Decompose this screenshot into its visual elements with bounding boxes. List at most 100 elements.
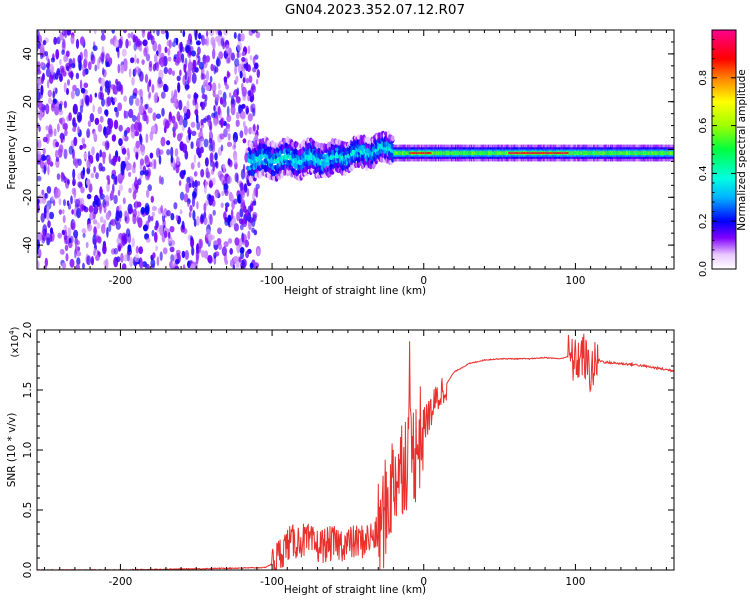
spectrogram-cell [155, 245, 158, 252]
spectrogram-cell [140, 96, 144, 105]
spectrogram-cell [98, 91, 103, 100]
spectrogram-cell [44, 192, 49, 199]
spectrogram-cell [104, 109, 109, 116]
spectrogram-cell [190, 263, 195, 269]
spectrogram-cell [229, 193, 234, 202]
spectrogram-cell [232, 91, 236, 97]
spectrogram-cell [175, 37, 179, 46]
spectrogram-cell [604, 152, 607, 154]
spectrogram-cell [187, 126, 191, 135]
spectrogram-cell [202, 117, 207, 124]
spectrogram-cell [239, 70, 243, 79]
spectrogram-cell [149, 34, 153, 41]
spectrogram-cell [159, 251, 163, 261]
spectrogram-xtick-label: -200 [108, 275, 132, 287]
spectrogram-cell [576, 152, 578, 154]
spectrogram-cell [58, 198, 62, 206]
spectrogram-cell [210, 36, 215, 46]
spectrogram-cell [113, 194, 118, 205]
spectrogram-cell [178, 180, 182, 187]
spectrogram-cell [101, 224, 106, 234]
spectrogram-cell [126, 127, 131, 134]
spectrogram-cell [522, 152, 525, 154]
spectrogram-cell [586, 152, 589, 154]
spectrogram-cell [69, 258, 75, 268]
spectrogram-cell [46, 186, 52, 194]
spectrogram-cell [659, 152, 662, 154]
spectrogram-cell [86, 128, 91, 139]
spectrogram-cell [123, 254, 128, 262]
spectrogram-cell [184, 250, 189, 260]
spectrogram-cell [134, 201, 137, 210]
spectrogram-cell [148, 63, 153, 72]
spectrogram-cell [50, 57, 56, 63]
spectrogram-cell [134, 87, 138, 94]
spectrogram-cell [170, 254, 175, 263]
spectrogram-cell [137, 148, 141, 155]
spectrogram-cell [190, 121, 196, 128]
spectrogram-cell [242, 163, 246, 173]
spectrogram-cell [204, 180, 208, 189]
chart-title: GN04.2023.352.07.12.R07 [284, 2, 466, 18]
spectrogram-cell [126, 163, 131, 169]
spectrogram-cell [131, 77, 135, 86]
spectrogram-cell [400, 152, 403, 154]
spectrogram-cell [116, 256, 121, 263]
spectrogram-cell [66, 30, 72, 36]
spectrogram-cell [142, 224, 149, 232]
spectrogram-cell [61, 262, 67, 269]
spectrogram-cell [230, 104, 236, 116]
spectrogram-cell [86, 167, 91, 175]
spectrogram-cell [39, 160, 45, 169]
spectrogram-cell [646, 152, 649, 154]
spectrogram-cell [255, 31, 261, 39]
spectrogram-cell [188, 182, 192, 188]
spectrogram-cell [204, 157, 209, 167]
spectrogram-cell [60, 117, 66, 126]
spectrogram-cell [173, 95, 177, 103]
spectrogram-cell [501, 152, 504, 154]
colorbar-tick-label: 0.4 [698, 165, 709, 181]
spectrogram-cell [457, 152, 460, 154]
spectrogram-cell [150, 215, 154, 222]
spectrogram-cell [209, 129, 213, 141]
spectrogram-cell [147, 184, 152, 192]
spectrogram-cell [75, 198, 81, 208]
spectrogram-cell [46, 209, 50, 221]
spectrogram-cell [93, 250, 96, 256]
spectrogram-cell [111, 173, 115, 180]
spectrogram-cell [37, 90, 41, 101]
spectrogram-cell [49, 227, 54, 235]
spectrogram-cell [127, 151, 130, 161]
spectrogram-cell [131, 237, 135, 248]
spectrogram-cell [173, 102, 178, 108]
spectrogram-cell [72, 126, 77, 132]
spectrogram-xtick-label: 0 [420, 275, 427, 287]
spectrogram-cell [128, 171, 132, 178]
spectrogram-cell [200, 72, 204, 81]
spectrogram-cell [71, 117, 76, 127]
spectrogram-cell [243, 183, 248, 193]
spectrogram-cell [645, 152, 647, 154]
colorbar-gradient [711, 29, 737, 270]
spectrogram-cell [396, 152, 399, 154]
spectrogram-cell [97, 236, 102, 244]
spectrogram-cell [410, 152, 413, 154]
snr-xtick-label: -100 [260, 576, 284, 588]
spectrogram-cell [620, 152, 623, 154]
spectrogram-cell [81, 137, 86, 145]
spectrogram-cell [56, 36, 61, 45]
spectrogram-cell [211, 112, 216, 119]
spectrogram-cell [167, 67, 173, 75]
spectrogram-cell [125, 38, 129, 49]
spectrogram-cell [203, 138, 209, 148]
spectrogram-cell [162, 219, 166, 228]
spectrogram-image [37, 30, 674, 269]
spectrogram-cell [192, 210, 196, 221]
spectrogram-cell [183, 193, 189, 203]
spectrogram-cell [179, 141, 184, 152]
spectrogram-cell [171, 41, 176, 48]
spectrogram-cell [115, 222, 121, 230]
spectrogram-cell [634, 152, 637, 154]
